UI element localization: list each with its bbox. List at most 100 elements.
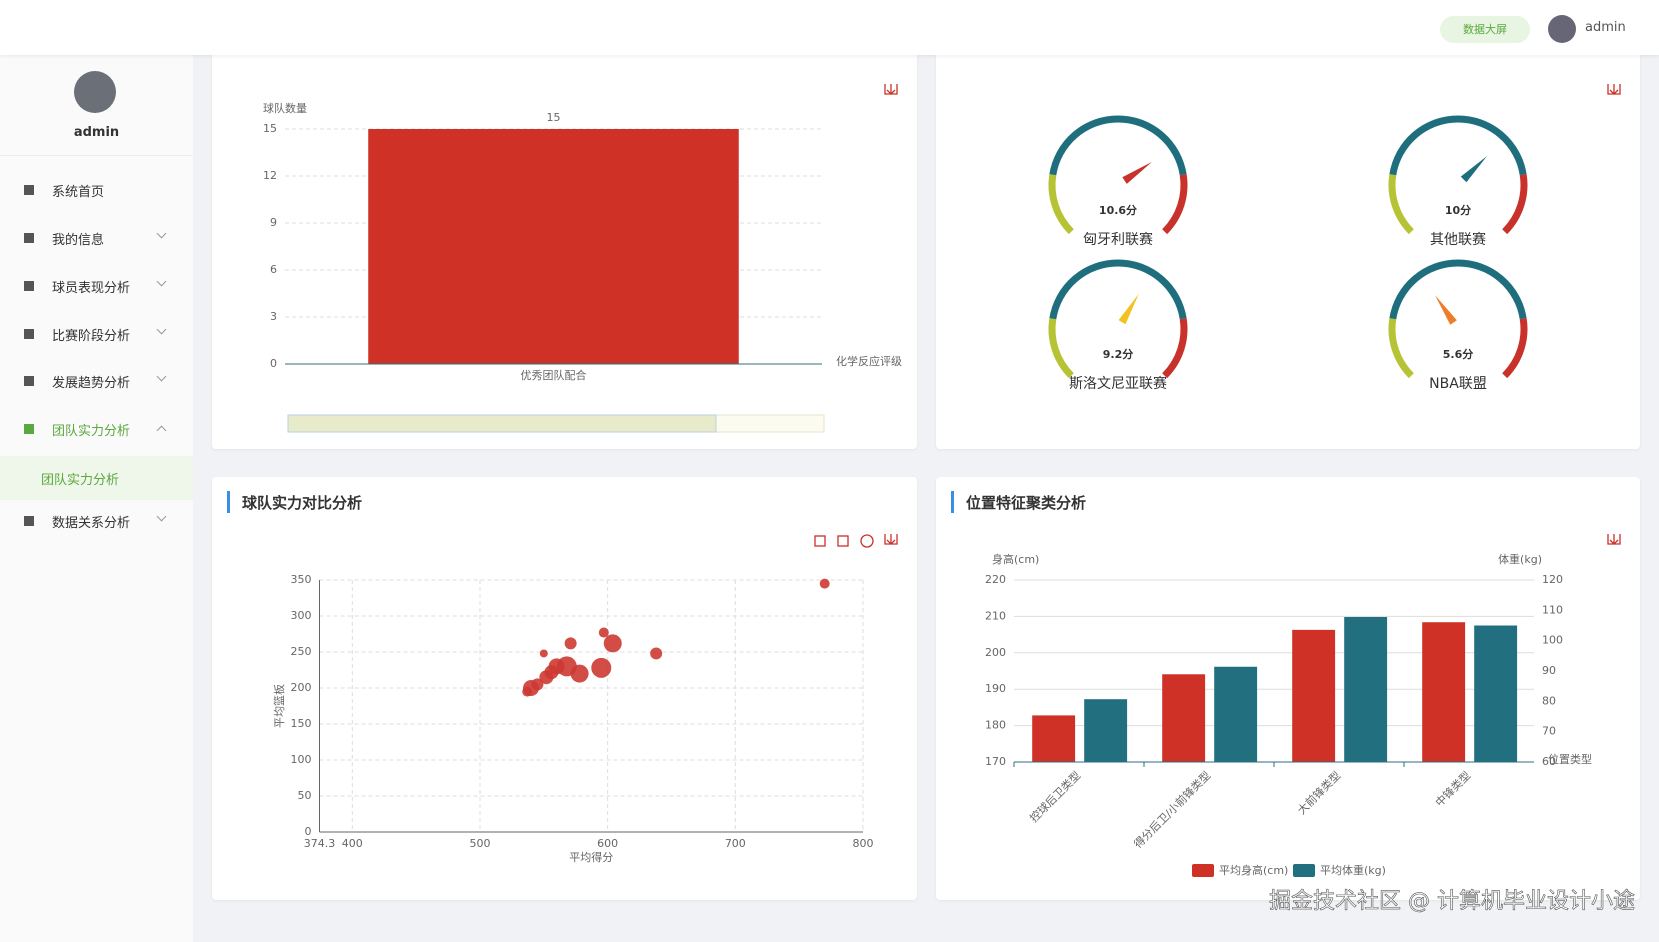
scatter-point <box>591 657 612 678</box>
menu-item[interactable]: 发展趋势分析 <box>0 359 193 403</box>
x-tick-label: 500 <box>469 837 490 850</box>
bar <box>1162 674 1206 762</box>
y-tick-label: 220 <box>985 573 1006 586</box>
y2-axis-name: 体重(kg) <box>1498 552 1542 566</box>
gauge-name: 斯洛文尼亚联赛 <box>1069 376 1167 392</box>
y-tick-label: 180 <box>985 719 1006 732</box>
y2-tick-label: 70 <box>1542 725 1556 738</box>
screen-button[interactable]: 数据大屏 <box>1440 16 1530 43</box>
gauge-band <box>1162 174 1188 235</box>
y-tick-label: 200 <box>291 681 312 694</box>
gauge-band <box>1049 259 1187 320</box>
y-tick-label: 15 <box>263 122 277 135</box>
gauge-band <box>1049 115 1187 176</box>
menu-label: 比赛阶段分析 <box>52 328 131 344</box>
menu-item[interactable]: 数据关系分析 <box>0 499 193 543</box>
panel <box>936 40 1640 449</box>
divider <box>0 155 193 156</box>
title-marker <box>951 491 954 513</box>
menu-item[interactable]: 球员表现分析 <box>0 264 193 308</box>
zoom-reset-icon[interactable] <box>837 535 849 547</box>
gauge-pointer <box>1118 293 1139 325</box>
gauge-band <box>1048 174 1074 235</box>
y-tick-label: 170 <box>985 755 1006 768</box>
menu-item[interactable]: 团队实力分析 <box>0 407 193 451</box>
panel-title: 位置特征聚类分析 <box>966 494 1087 512</box>
y-axis-name: 身高(cm) <box>992 552 1039 566</box>
gauge-name: 匈牙利联赛 <box>1083 232 1153 248</box>
sidebar-user: admin <box>73 125 120 140</box>
zoom-slider-window[interactable] <box>287 414 717 433</box>
menu-label: 数据关系分析 <box>52 515 131 531</box>
y-tick-label: 150 <box>291 717 312 730</box>
y-tick-label: 350 <box>291 573 312 586</box>
gauge-band <box>1502 174 1528 235</box>
y-tick-label: 190 <box>985 682 1006 695</box>
download-icon[interactable] <box>884 84 898 95</box>
y2-tick-label: 120 <box>1542 573 1563 586</box>
gauge-value: 5.6分 <box>1443 347 1474 361</box>
gauge-band <box>1389 115 1527 176</box>
bar <box>1474 625 1518 762</box>
y-tick-label: 12 <box>263 169 277 182</box>
x-tick-label: 700 <box>725 837 746 850</box>
y2-tick-label: 90 <box>1542 664 1556 677</box>
user-name[interactable]: admin <box>1585 20 1626 35</box>
header: 数据大屏 admin <box>0 0 1659 55</box>
menu-label: 球员表现分析 <box>52 280 131 296</box>
bar <box>1214 666 1258 762</box>
y2-tick-label: 60 <box>1542 755 1556 768</box>
download-icon[interactable] <box>884 534 898 545</box>
y-tick-label: 0 <box>305 825 312 838</box>
legend-label: 平均身高(cm) <box>1219 863 1288 877</box>
scatter-point <box>539 649 548 658</box>
avatar[interactable] <box>1548 15 1576 43</box>
menu-item[interactable]: 我的信息 <box>0 216 193 260</box>
bar <box>1084 699 1128 762</box>
gauge-pointer <box>1122 161 1152 184</box>
y-tick-label: 50 <box>298 789 312 802</box>
gauge-band <box>1388 174 1414 235</box>
gauge-band <box>1162 318 1188 379</box>
gauge-pointer <box>1460 156 1487 183</box>
y-axis-name: 平均篮板 <box>272 684 286 728</box>
restore-icon[interactable] <box>860 534 874 548</box>
x-tick-label: 800 <box>853 837 874 850</box>
submenu-item[interactable]: 团队实力分析 <box>0 456 193 500</box>
y2-tick-label: 100 <box>1542 634 1563 647</box>
bar <box>1292 629 1336 762</box>
scatter-point <box>819 578 830 589</box>
x-axis-name: 化学反应评级 <box>836 354 902 368</box>
menu-label: 我的信息 <box>52 232 105 248</box>
title-marker <box>227 491 230 513</box>
gauge-value: 10分 <box>1445 203 1471 217</box>
menu-item[interactable]: 比赛阶段分析 <box>0 312 193 356</box>
y-tick-label: 0 <box>270 357 277 370</box>
y-axis-name: 球队数量 <box>263 101 307 115</box>
gauge-value: 9.2分 <box>1103 347 1134 361</box>
bar <box>368 129 739 364</box>
sidebar-avatar <box>74 71 116 113</box>
bar <box>1344 617 1388 762</box>
y-tick-label: 100 <box>291 753 312 766</box>
scatter-point <box>564 637 577 650</box>
x-axis-name: 平均得分 <box>569 851 613 864</box>
download-icon[interactable] <box>1607 534 1621 545</box>
menu-item[interactable]: 系统首页 <box>0 168 193 212</box>
gauge-band <box>1048 318 1074 379</box>
bar <box>1422 622 1466 762</box>
sidebar: admin 系统首页 我的信息 球员表现分析 比赛阶段分析 发展趋势分析 团队实… <box>0 55 193 942</box>
gauge-band <box>1389 259 1527 320</box>
x-tick-label: 中锋类型 <box>1432 768 1473 809</box>
menu-label: 发展趋势分析 <box>52 375 131 391</box>
x-tick-label: 优秀团队配合 <box>521 368 587 382</box>
y-tick-label: 300 <box>291 609 312 622</box>
x-tick-label: 600 <box>597 837 618 850</box>
download-icon[interactable] <box>1607 84 1621 95</box>
y2-tick-label: 110 <box>1542 603 1563 616</box>
zoom-icon[interactable] <box>814 535 826 547</box>
gauge-band <box>1502 318 1528 379</box>
bar <box>1032 715 1076 762</box>
